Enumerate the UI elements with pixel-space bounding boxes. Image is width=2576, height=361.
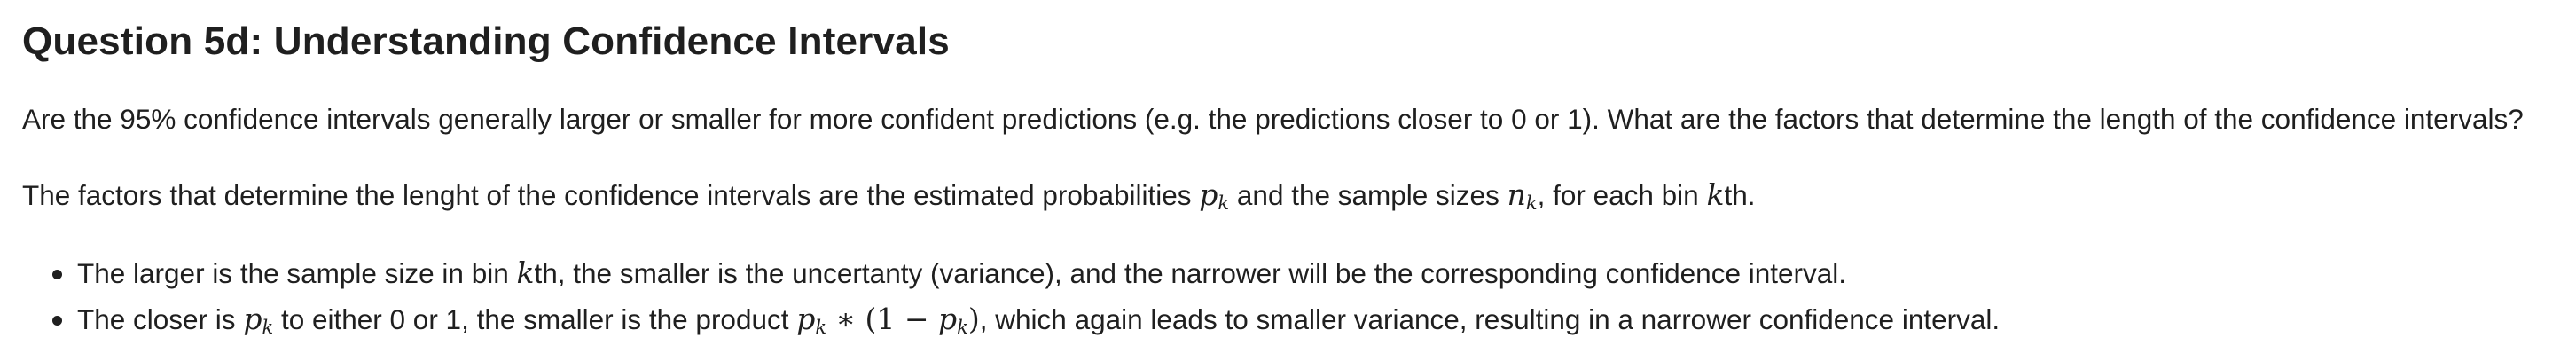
math-symbol: p [796, 302, 816, 336]
math-subscript: k [815, 317, 827, 338]
math-subscript: k [957, 317, 968, 338]
bullet-dot-icon [52, 316, 62, 326]
math-operator: ) [967, 302, 980, 336]
answer-text: The factors that determine the lenght of… [22, 176, 1756, 215]
factor-list: The larger is the sample size in bin kth… [22, 250, 2000, 342]
list-item-text: The closer is [77, 303, 236, 335]
math-subscript: k [262, 317, 274, 338]
answer-text-part: th. [1724, 179, 1756, 211]
math-n-k: nk [1507, 177, 1538, 214]
math-operator: (1 − [865, 302, 939, 336]
math-symbol: p [243, 302, 262, 336]
math-subscript: k [1218, 192, 1230, 214]
question-text: Are the 95% confidence intervals general… [22, 103, 2524, 135]
answer-text-part: and the sample sizes [1236, 179, 1499, 211]
list-item: The larger is the sample size in bin kth… [22, 250, 2000, 296]
list-item-text: , which again leads to smaller variance,… [979, 303, 2001, 335]
math-operator: ∗ [826, 302, 865, 336]
page-title: Question 5d: Understanding Confidence In… [22, 20, 950, 63]
math-symbol: p [938, 302, 958, 336]
list-item-text: th, the smaller is the uncertanty (varia… [534, 257, 1847, 289]
list-item-text: to either 0 or 1, the smaller is the pro… [280, 303, 789, 335]
math-k: k [1706, 177, 1725, 212]
math-p-k: pk [243, 302, 274, 338]
bullet-dot-icon [52, 270, 62, 279]
math-k: k [516, 255, 535, 290]
math-p-k: pk [1199, 177, 1230, 214]
answer-text-part: , for each bin [1537, 179, 1699, 211]
math-symbol: n [1507, 177, 1526, 212]
answer-text-part: The factors that determine the lenght of… [22, 179, 1192, 211]
list-item: The closer is pk to either 0 or 1, the s… [22, 296, 2000, 342]
math-subscript: k [1525, 192, 1538, 214]
list-item-text: The larger is the sample size in bin [77, 257, 509, 289]
math-product-expression: pk ∗ (1 − pk) [796, 302, 980, 338]
math-symbol: p [1199, 177, 1218, 212]
